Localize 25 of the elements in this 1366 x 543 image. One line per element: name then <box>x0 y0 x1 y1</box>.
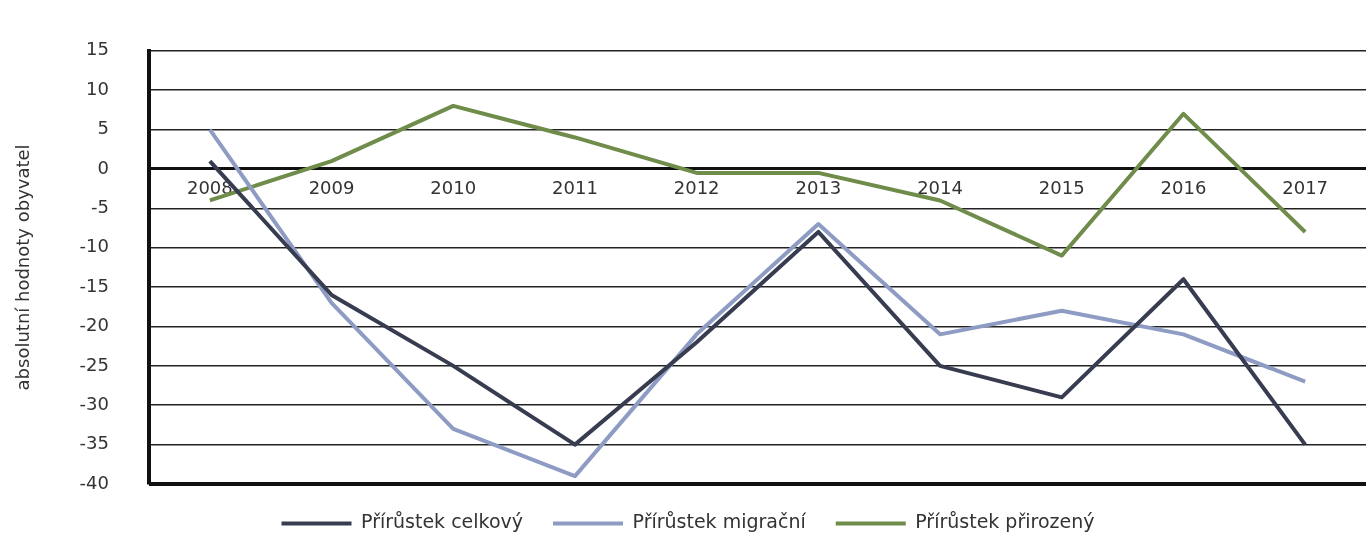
y-tick-label: 15 <box>86 38 109 60</box>
legend-label: Přírůstek přirozený <box>915 510 1095 533</box>
x-tick-label: 2017 <box>1282 177 1329 199</box>
y-tick-label: -25 <box>79 353 109 375</box>
x-tick-label: 2011 <box>552 177 598 199</box>
x-tick-label: 2010 <box>430 177 477 199</box>
y-tick-label: -20 <box>79 314 109 336</box>
y-tick-label: -30 <box>79 392 109 414</box>
x-tick-label: 2009 <box>308 177 355 199</box>
x-tick-label: 2016 <box>1160 177 1207 199</box>
y-tick-label: -15 <box>79 274 109 296</box>
y-tick-label: -10 <box>79 235 109 257</box>
y-tick-label: 10 <box>86 77 109 99</box>
x-tick-label: 2014 <box>917 177 963 199</box>
y-tick-label: 5 <box>97 117 109 139</box>
y-tick-label: -5 <box>91 196 109 217</box>
x-tick-label: 2015 <box>1038 177 1085 199</box>
x-tick-label: 2013 <box>795 177 842 199</box>
y-tick-label: 0 <box>97 156 109 178</box>
y-axis-title: absolutní hodnoty obyvatel <box>12 144 34 391</box>
y-tick-label: -35 <box>79 432 109 454</box>
legend-label: Přírůstek celkový <box>361 510 524 533</box>
y-tick-label: -40 <box>79 471 109 493</box>
x-tick-label: 2012 <box>673 177 720 199</box>
legend-label: Přírůstek migrační <box>632 510 807 533</box>
